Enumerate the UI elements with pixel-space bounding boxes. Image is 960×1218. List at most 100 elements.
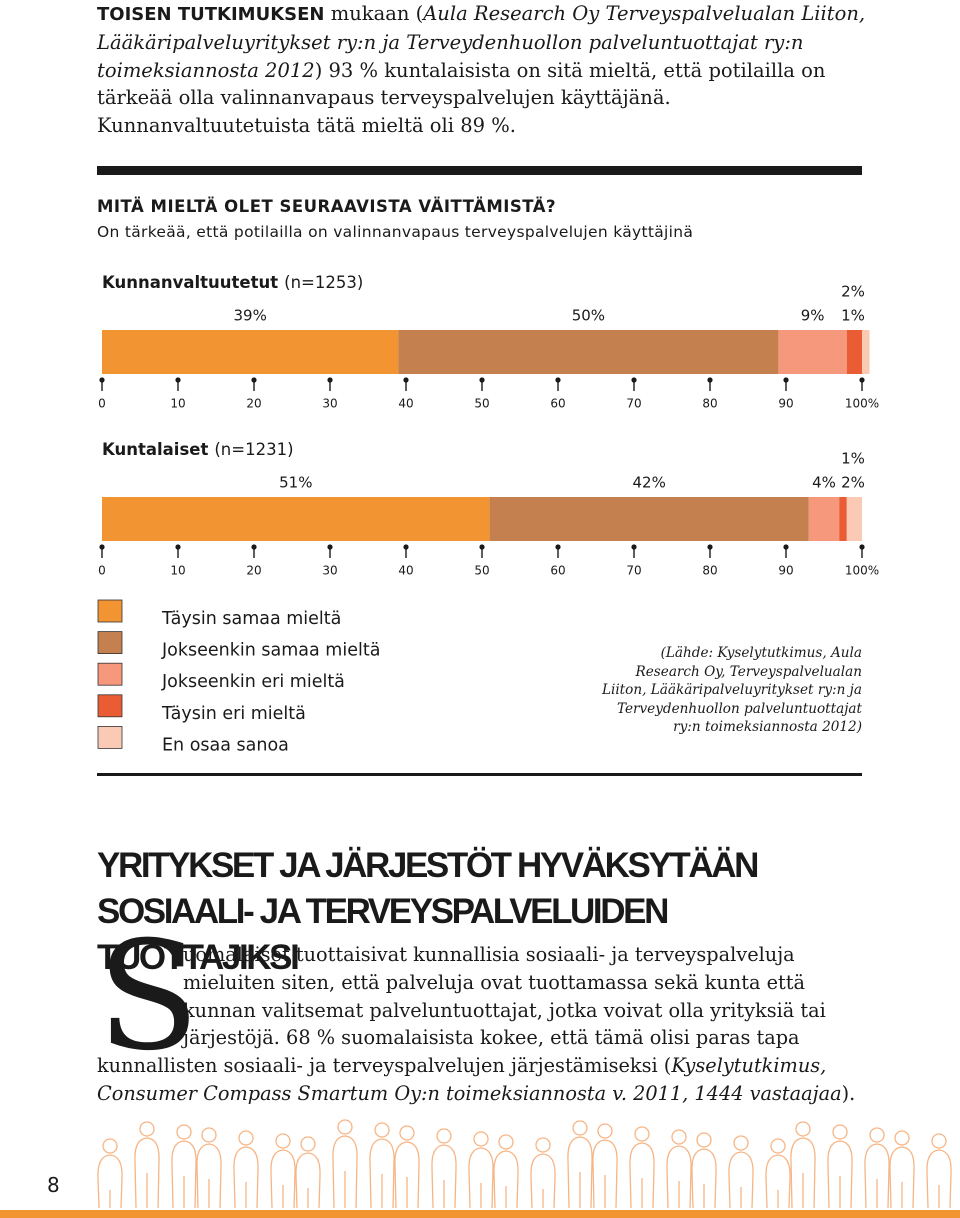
x-tick-label: 80 bbox=[702, 397, 717, 411]
silhouette-body bbox=[171, 1140, 197, 1209]
value-label: 50% bbox=[572, 307, 605, 325]
silhouette-body bbox=[728, 1151, 754, 1209]
tick-dot bbox=[631, 377, 637, 383]
intro-text: ) 93 % kuntalaisista on sitä mieltä, ett… bbox=[97, 58, 826, 138]
legend-swatch bbox=[97, 694, 123, 718]
tick-dot bbox=[707, 377, 713, 383]
x-tick-label: 30 bbox=[322, 397, 337, 411]
x-tick-label: 60 bbox=[550, 564, 565, 578]
value-label: 42% bbox=[633, 474, 666, 492]
tick-dot bbox=[859, 544, 865, 550]
silhouette-head bbox=[102, 1138, 118, 1154]
chart-title-n: (n=1253) bbox=[284, 273, 363, 292]
x-tick-label: 40 bbox=[398, 397, 413, 411]
value-label: 1% bbox=[841, 450, 865, 468]
silhouette-head bbox=[337, 1119, 353, 1135]
silhouette-body bbox=[567, 1136, 593, 1209]
rule bbox=[97, 773, 862, 776]
intro-citation: Aula Research Oy Terveyspalvelualan Liit… bbox=[97, 2, 866, 82]
source-note: (Lähde: Kyselytutkimus, Aula Research Oy… bbox=[601, 645, 862, 735]
rule bbox=[97, 166, 862, 175]
tick-dot bbox=[479, 544, 485, 550]
silhouette-body bbox=[270, 1149, 296, 1209]
article-title: YRITYKSET JA JÄRJESTÖT HYVÄKSYTÄÄN SOSIA… bbox=[97, 846, 759, 977]
legend-label: Jokseenkin samaa mieltä bbox=[161, 641, 380, 661]
silhouette-body bbox=[629, 1142, 655, 1209]
silhouette-head bbox=[931, 1133, 947, 1149]
chart-title-n: (n=1231) bbox=[214, 440, 293, 459]
silhouette-head bbox=[671, 1129, 687, 1145]
chart-title: Kunnanvaltuutetut (n=1253) bbox=[102, 273, 363, 292]
legend-swatch bbox=[97, 631, 123, 654]
silhouette-head bbox=[436, 1128, 452, 1144]
tick-dot bbox=[403, 377, 409, 383]
bar-segment bbox=[862, 330, 870, 374]
silhouette-body bbox=[530, 1153, 556, 1209]
tick-dot bbox=[251, 377, 257, 383]
bar-segment bbox=[808, 497, 840, 541]
survey-question: On tärkeää, että potilailla on valinnanv… bbox=[97, 223, 694, 241]
tick-dot bbox=[555, 544, 561, 550]
silhouette-body bbox=[394, 1141, 420, 1209]
survey-title: MITÄ MIELTÄ OLET SEURAAVISTA VÄITTÄMISTÄ… bbox=[97, 197, 557, 216]
legend-swatch bbox=[97, 662, 123, 686]
article-text: uomalaiset tuottaisivat kunnallisia sosi… bbox=[97, 943, 826, 1078]
silhouette-head bbox=[473, 1131, 489, 1147]
chart-title-name: Kunnanvaltuutetut bbox=[102, 273, 278, 292]
silhouette-head bbox=[238, 1130, 254, 1146]
bar-segment bbox=[489, 497, 809, 541]
tick-dot bbox=[555, 377, 561, 383]
x-tick-label: 0 bbox=[98, 397, 106, 411]
silhouette-head bbox=[832, 1124, 848, 1140]
x-tick-label: 0 bbox=[98, 564, 106, 578]
silhouette-head bbox=[733, 1135, 749, 1151]
intro-paragraph: TOISEN TUTKIMUKSEN mukaan (Aula Research… bbox=[97, 0, 867, 140]
silhouette-body bbox=[468, 1147, 494, 1209]
x-tick-label: 40 bbox=[398, 564, 413, 578]
silhouette-head bbox=[795, 1121, 811, 1137]
bar-segment bbox=[102, 497, 490, 541]
silhouette-head bbox=[572, 1120, 588, 1136]
value-label: 1% bbox=[841, 307, 865, 325]
silhouette-body bbox=[765, 1154, 791, 1209]
silhouette-head bbox=[300, 1136, 316, 1152]
page-number: 8 bbox=[47, 1173, 60, 1197]
bar-segment bbox=[839, 497, 847, 541]
x-tick-label: 20 bbox=[246, 564, 261, 578]
legend-swatch bbox=[97, 599, 123, 623]
silhouette-head bbox=[498, 1134, 514, 1150]
silhouette-head bbox=[176, 1124, 192, 1140]
silhouette-head bbox=[770, 1138, 786, 1154]
silhouette-head bbox=[696, 1132, 712, 1148]
silhouette-body bbox=[369, 1138, 395, 1209]
tick-dot bbox=[783, 544, 789, 550]
x-tick-label: 90 bbox=[778, 397, 793, 411]
tick-dot bbox=[327, 377, 333, 383]
drop-cap: S bbox=[97, 910, 200, 1084]
bar-segment bbox=[102, 330, 399, 374]
x-tick-label: 10 bbox=[170, 397, 185, 411]
silhouette-head bbox=[894, 1130, 910, 1146]
x-tick-label: 10 bbox=[170, 564, 185, 578]
chart-title-name: Kuntalaiset bbox=[102, 440, 208, 459]
tick-dot bbox=[99, 377, 105, 383]
silhouette-body bbox=[233, 1146, 259, 1209]
chart-title: Kuntalaiset (n=1231) bbox=[102, 440, 294, 459]
x-tick-label: 90 bbox=[778, 564, 793, 578]
silhouette-head bbox=[634, 1126, 650, 1142]
tick-dot bbox=[859, 377, 865, 383]
article-text: ). bbox=[841, 1081, 856, 1105]
legend-label: Täysin samaa mieltä bbox=[161, 609, 341, 629]
x-tick-label: 30 bbox=[322, 564, 337, 578]
silhouette-body bbox=[926, 1149, 952, 1209]
intro-lead: TOISEN TUTKIMUKSEN bbox=[97, 4, 325, 25]
article-citation: Kyselytutkimus, Consumer Compass Smartum… bbox=[97, 1054, 842, 1105]
bar-segment bbox=[846, 497, 862, 541]
silhouette-body bbox=[493, 1150, 519, 1209]
intro-text: mukaan ( bbox=[324, 2, 424, 25]
tick-dot bbox=[175, 377, 181, 383]
x-tick-label: 20 bbox=[246, 397, 261, 411]
silhouette-head bbox=[374, 1122, 390, 1138]
x-tick-label: 80 bbox=[702, 564, 717, 578]
